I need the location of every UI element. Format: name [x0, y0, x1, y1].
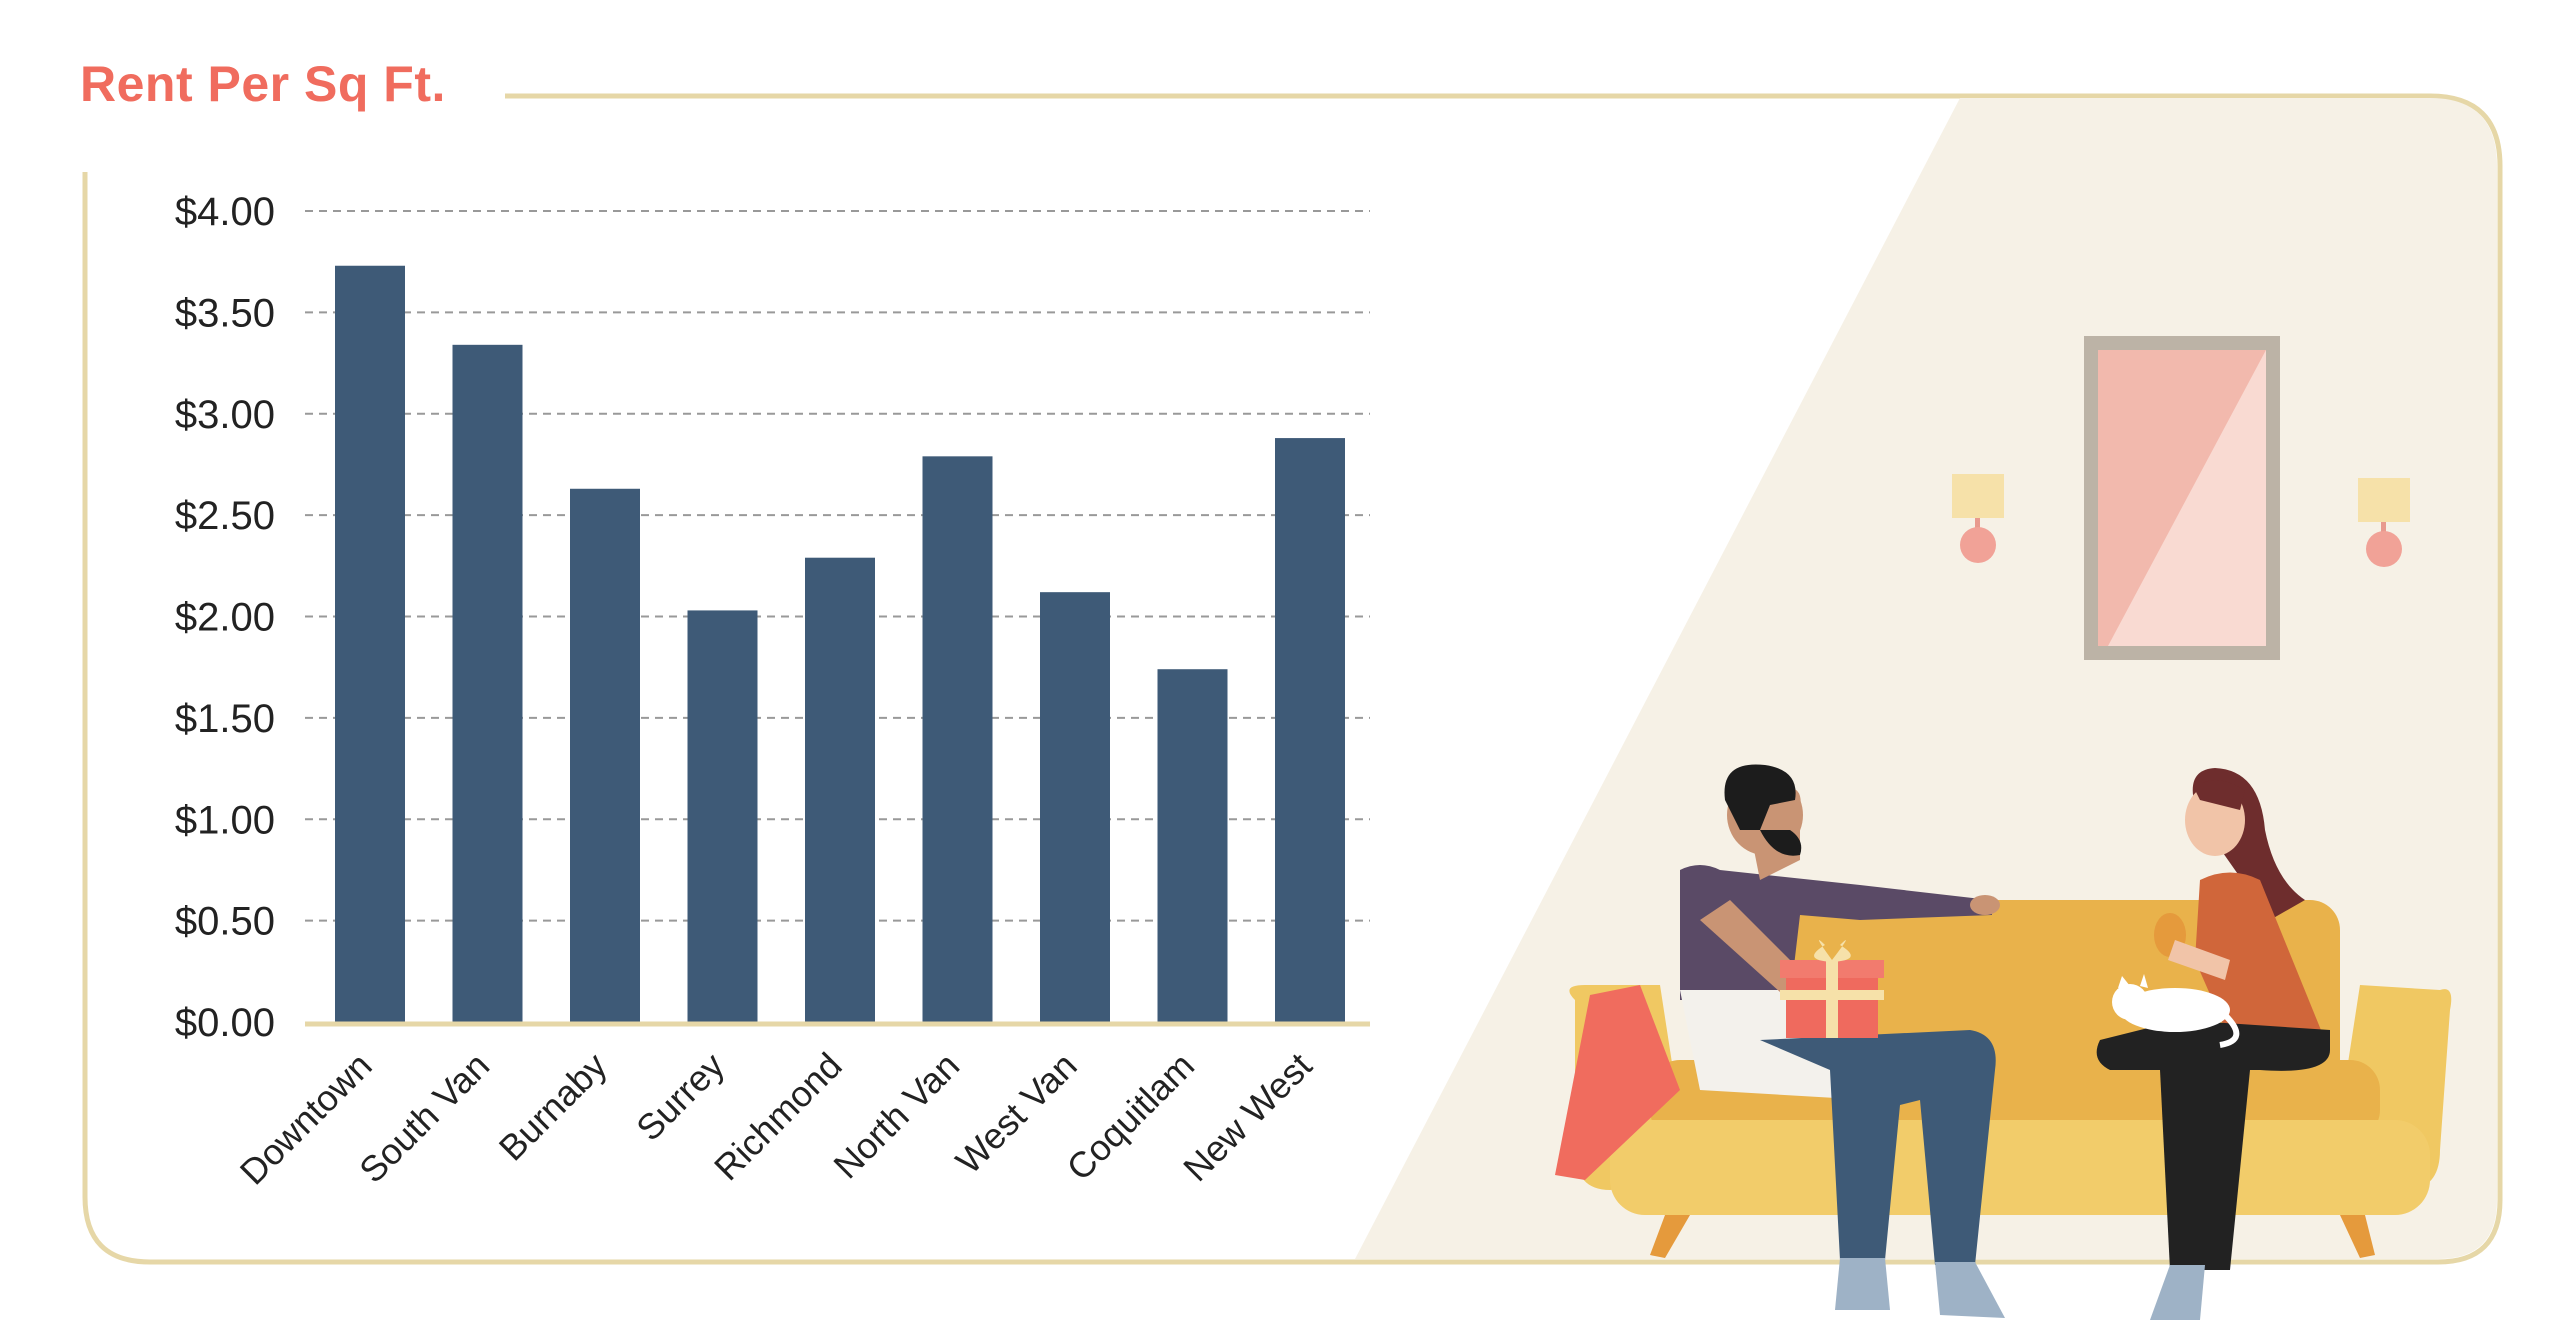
bar: [1157, 669, 1228, 1022]
y-tick-label: $1.00: [175, 798, 275, 842]
x-tick-label: North Van: [825, 1045, 967, 1187]
x-tick-label: South Van: [351, 1045, 497, 1191]
bar: [922, 456, 993, 1022]
wall-lamp-icon: [2358, 478, 2410, 567]
y-tick-label: $2.00: [175, 596, 275, 640]
bar: [687, 610, 758, 1022]
frame-border: [82, 93, 2503, 1265]
x-tick-label: New West: [1175, 1045, 1320, 1190]
x-tick-label: Downtown: [232, 1045, 380, 1193]
y-tick-label: $0.50: [175, 900, 275, 944]
y-tick-label: $4.00: [175, 190, 275, 234]
wall-lamp-icon: [1952, 474, 2004, 563]
x-tick-label: Richmond: [706, 1045, 850, 1189]
y-tick-label: $2.50: [175, 494, 275, 538]
y-tick-label: $0.00: [175, 1001, 275, 1045]
gift-box-icon: [1780, 940, 1884, 1038]
bar-chart: $0.00 $0.50 $1.00 $1.50 $2.00 $2.50 $3.00 $3.50…: [175, 190, 1370, 1193]
bar: [452, 344, 523, 1022]
x-tick-label: Burnaby: [491, 1045, 615, 1169]
y-tick-label: $1.50: [175, 697, 275, 741]
x-tick-label: Surrey: [628, 1045, 732, 1149]
bar: [1275, 438, 1345, 1023]
bar: [570, 488, 640, 1023]
y-tick-label: $3.00: [175, 393, 275, 437]
bar: [335, 265, 405, 1022]
bar: [805, 557, 875, 1022]
bar: [1040, 592, 1110, 1022]
y-tick-label: $3.50: [175, 291, 275, 335]
chart-title: Rent Per Sq Ft.: [80, 56, 446, 112]
mirror-icon: [2084, 336, 2280, 660]
cat-icon: [2112, 974, 2240, 1048]
woman-figure: [2096, 768, 2330, 1320]
